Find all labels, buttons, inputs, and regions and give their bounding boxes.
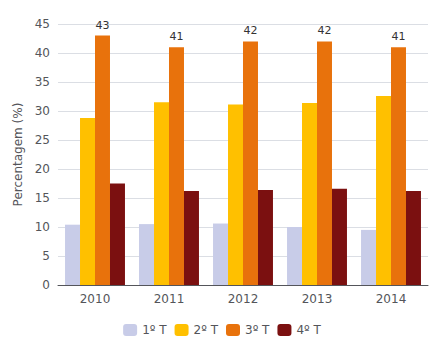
svg-text:2014: 2014 (376, 292, 407, 306)
svg-text:Percentagem (%): Percentagem (%) (11, 103, 25, 207)
svg-text:42: 42 (317, 24, 331, 37)
svg-text:45: 45 (35, 17, 50, 31)
svg-text:2º T: 2º T (194, 323, 219, 337)
svg-text:43: 43 (95, 19, 109, 32)
svg-text:42: 42 (243, 24, 257, 37)
svg-text:41: 41 (391, 30, 405, 43)
svg-text:2010: 2010 (80, 292, 111, 306)
svg-text:30: 30 (35, 104, 50, 118)
svg-text:3º T: 3º T (245, 323, 270, 337)
svg-text:15: 15 (35, 191, 50, 205)
svg-text:10: 10 (35, 220, 50, 234)
svg-text:1º T: 1º T (142, 323, 167, 337)
svg-text:25: 25 (35, 133, 50, 147)
svg-text:0: 0 (42, 278, 50, 292)
svg-text:4º T: 4º T (296, 323, 321, 337)
svg-text:2012: 2012 (228, 292, 259, 306)
svg-text:40: 40 (35, 46, 50, 60)
svg-text:41: 41 (169, 30, 183, 43)
svg-text:2013: 2013 (302, 292, 333, 306)
svg-text:5: 5 (42, 249, 50, 263)
svg-text:35: 35 (35, 75, 50, 89)
svg-text:2011: 2011 (154, 292, 185, 306)
svg-text:20: 20 (35, 162, 50, 176)
